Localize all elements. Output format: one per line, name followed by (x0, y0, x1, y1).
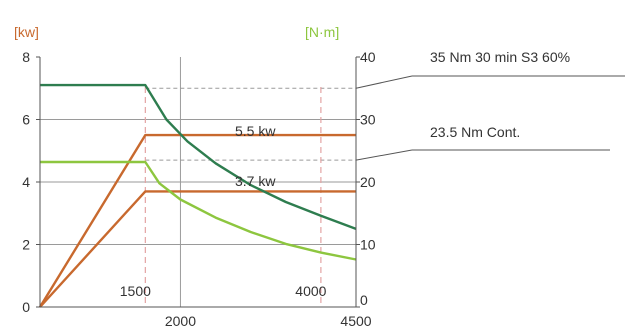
series-line-3 (40, 160, 357, 261)
series-lines (38, 83, 357, 308)
annotation-35nm: 35 Nm 30 min S3 60% (430, 49, 570, 65)
right-unit-label: [N·m] (305, 24, 339, 40)
x-tick-label-2000: 2000 (165, 313, 196, 329)
series-line-1 (39, 190, 356, 308)
series-line-2 (40, 83, 357, 231)
label-5-5kw: 5.5 kw (235, 123, 276, 139)
speed-markers (144, 87, 322, 307)
left-tick-label-8: 8 (22, 49, 30, 65)
leader-diagonal-0 (355, 75, 413, 89)
label-3-7kw: 3.7 kw (235, 173, 276, 189)
reference-lines (145, 75, 625, 161)
marker-label-4000: 4000 (295, 283, 326, 299)
right-tick-label-0: 0 (360, 292, 368, 308)
right-tick-label-40: 40 (360, 49, 376, 65)
left-tick-label-4: 4 (22, 174, 30, 190)
grid (40, 57, 356, 307)
leader-diagonal-1 (355, 149, 413, 161)
marker-label-1500: 1500 (120, 283, 151, 299)
left-tick-label-6: 6 (22, 112, 30, 128)
series-line-0 (38, 133, 356, 308)
right-tick-label-30: 30 (360, 112, 376, 128)
x-tick-label-4500: 4500 (340, 313, 371, 329)
left-tick-label-2: 2 (22, 237, 30, 253)
left-tick-label-0: 0 (22, 299, 30, 315)
axes (36, 56, 360, 308)
annotation-23-5nm: 23.5 Nm Cont. (430, 124, 520, 140)
right-tick-label-10: 10 (360, 237, 376, 253)
left-unit-label: [kw] (14, 24, 39, 40)
right-tick-label-20: 20 (360, 174, 376, 190)
labels: 35 Nm 30 min S3 60%23.5 Nm Cont.1500 4000… (14, 24, 570, 329)
